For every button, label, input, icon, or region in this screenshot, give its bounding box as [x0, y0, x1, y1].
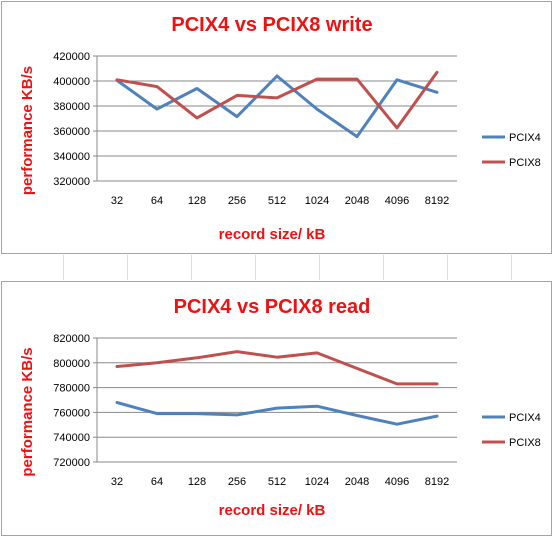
x-tick-label: 512	[268, 476, 286, 488]
column-gridline	[511, 255, 512, 280]
y-tick-label: 780000	[53, 383, 90, 395]
x-tick-label: 2048	[345, 195, 369, 207]
x-tick-label: 512	[268, 195, 286, 207]
x-tick-label: 1024	[305, 195, 329, 207]
x-tick-label: 8192	[425, 195, 449, 207]
y-tick-label: 420000	[53, 51, 90, 63]
x-axis-title: record size/ kB	[219, 502, 326, 519]
column-gridline	[255, 255, 256, 280]
x-tick-label: 8192	[425, 476, 449, 488]
x-tick-label: 1024	[305, 476, 329, 488]
x-tick-label: 64	[151, 195, 163, 207]
y-tick-label: 380000	[53, 101, 90, 113]
column-gridline	[319, 255, 320, 280]
legend-label-pcix4: PCIX4	[509, 412, 541, 424]
series-line-pcix4	[115, 401, 439, 426]
y-axis-title: performance KB/s	[19, 347, 36, 476]
y-tick-label: 720000	[53, 457, 90, 469]
x-tick-label: 32	[111, 195, 123, 207]
x-tick-label: 128	[188, 195, 206, 207]
column-gridline	[127, 255, 128, 280]
x-tick-label: 64	[151, 476, 163, 488]
x-tick-label: 128	[188, 476, 206, 488]
legend-label-pcix8: PCIX8	[509, 437, 541, 449]
x-tick-label: 4096	[385, 195, 409, 207]
y-tick-label: 360000	[53, 126, 90, 138]
y-tick-label: 320000	[53, 176, 90, 188]
chart-title: PCIX4 vs PCIX8 read	[174, 296, 371, 318]
x-tick-label: 256	[228, 195, 246, 207]
column-gridline	[447, 255, 448, 280]
y-tick-label: 400000	[53, 76, 90, 88]
x-axis-title: record size/ kB	[219, 226, 326, 243]
x-tick-label: 256	[228, 476, 246, 488]
y-tick-label: 820000	[53, 333, 90, 345]
x-tick-label: 32	[111, 476, 123, 488]
write-chart[interactable]: PCIX4 vs PCIX8 write 320000 340000 360000 38…	[1, 1, 552, 254]
y-tick-label: 340000	[53, 151, 90, 163]
spreadsheet-gap-row	[0, 255, 555, 280]
read-chart[interactable]: PCIX4 vs PCIX8 read 720000 740000 760000 780…	[1, 281, 552, 536]
legend-label-pcix8: PCIX8	[509, 157, 541, 169]
series-line-pcix8	[115, 350, 439, 386]
y-tick-label: 760000	[53, 407, 90, 419]
legend-label-pcix4: PCIX4	[509, 132, 541, 144]
y-tick-label: 740000	[53, 432, 90, 444]
column-gridline	[63, 255, 64, 280]
y-axis-title: performance KB/s	[19, 66, 36, 195]
x-tick-label: 2048	[345, 476, 369, 488]
column-gridline	[191, 255, 192, 280]
chart-title: PCIX4 vs PCIX8 write	[171, 14, 372, 36]
read-chart-svg: PCIX4 vs PCIX8 read 720000 740000 760000 780…	[19, 296, 541, 519]
y-tick-label: 800000	[53, 358, 90, 370]
write-chart-svg: PCIX4 vs PCIX8 write 320000 340000 360000 38…	[19, 14, 541, 243]
column-gridline	[383, 255, 384, 280]
x-tick-label: 4096	[385, 476, 409, 488]
